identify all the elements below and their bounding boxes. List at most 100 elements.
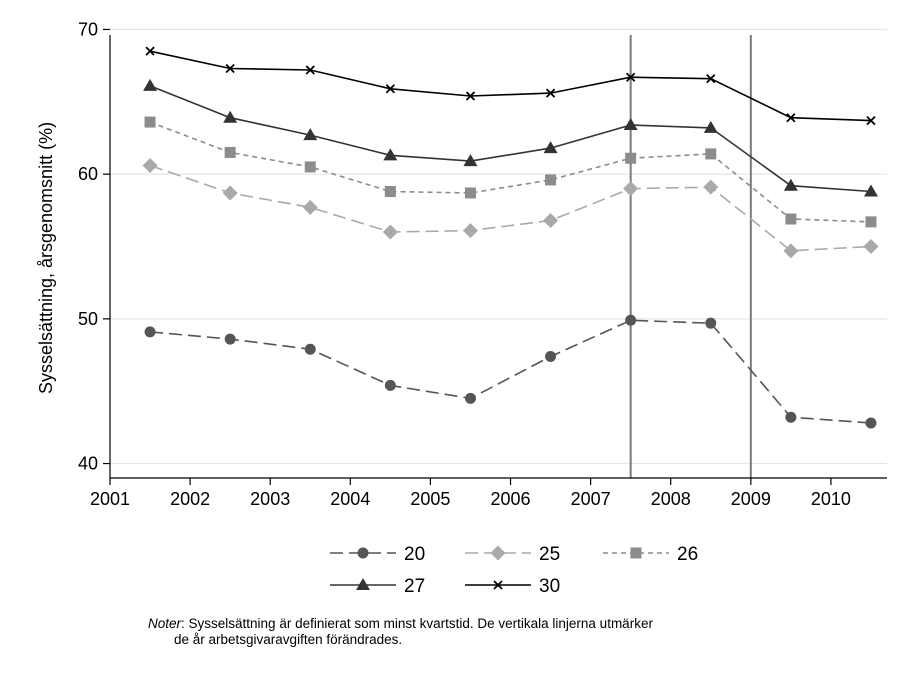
point-25-2008.5 xyxy=(703,179,719,195)
point-20-2006.5 xyxy=(545,350,557,362)
y-tick-label-50: 50 xyxy=(78,309,98,329)
x-tick-label-2001: 2001 xyxy=(90,489,130,509)
point-26-2010.5 xyxy=(865,216,877,228)
point-30-2002.5 xyxy=(225,63,235,74)
legend-marker-25 xyxy=(490,545,506,561)
y-tick-label-70: 70 xyxy=(78,19,98,39)
point-25-2009.5 xyxy=(783,243,799,259)
point-25-2006.5 xyxy=(543,212,559,228)
point-26-2006.5 xyxy=(545,174,557,186)
point-26-2005.5 xyxy=(464,187,476,199)
series-line-26 xyxy=(149,121,872,223)
point-30-2005.5 xyxy=(465,91,476,101)
series-line-20 xyxy=(150,319,872,424)
legend-item-30: 30 xyxy=(465,576,560,597)
x-tick-label-2009: 2009 xyxy=(731,489,771,509)
series-line-27 xyxy=(149,85,872,193)
x-tick-label-2004: 2004 xyxy=(330,489,370,509)
series-25 xyxy=(142,157,879,259)
point-26-2003.5 xyxy=(304,161,316,173)
legend-marker-20 xyxy=(357,547,369,559)
point-25-2002.5 xyxy=(222,185,238,201)
point-27-2008.5 xyxy=(703,120,718,133)
point-27-2005.5 xyxy=(463,154,478,167)
y-tick-label-60: 60 xyxy=(78,164,98,184)
x-tick-label-2005: 2005 xyxy=(410,489,450,509)
x-tick-label-2002: 2002 xyxy=(170,489,210,509)
y-tick-label-40: 40 xyxy=(78,454,98,474)
legend-item-27: 27 xyxy=(330,576,425,597)
x-tick-label-2006: 2006 xyxy=(490,489,530,509)
legend-marker-30 xyxy=(493,580,503,590)
point-20-2004.5 xyxy=(384,379,396,391)
point-20-2002.5 xyxy=(224,333,236,345)
point-25-2005.5 xyxy=(462,223,478,239)
series-group xyxy=(142,46,879,429)
point-27-2001.5 xyxy=(143,78,158,91)
point-30-2009.5 xyxy=(786,113,796,123)
chart-note: Noter: Sysselsättning är definierat som … xyxy=(148,616,908,648)
note-label: Noter xyxy=(148,616,182,631)
point-20-2010.5 xyxy=(865,417,877,429)
x-tick-label-2007: 2007 xyxy=(571,489,611,509)
legend-marker-26 xyxy=(630,547,642,559)
point-30-2010.5 xyxy=(866,115,876,126)
point-25-2004.5 xyxy=(382,224,398,240)
grid-lines xyxy=(110,28,887,465)
series-26 xyxy=(144,116,877,228)
x-tick-label-2003: 2003 xyxy=(250,489,290,509)
series-30 xyxy=(145,46,876,126)
legend-label-26: 26 xyxy=(677,544,698,565)
series-27 xyxy=(143,78,878,197)
point-30-2006.5 xyxy=(545,88,556,98)
point-20-2009.5 xyxy=(785,411,797,423)
point-27-2009.5 xyxy=(783,178,798,191)
point-30-2001.5 xyxy=(145,46,155,56)
legend-item-20: 20 xyxy=(330,544,425,565)
point-25-2003.5 xyxy=(302,199,318,215)
point-27-2006.5 xyxy=(543,141,558,154)
legend-item-25: 25 xyxy=(465,544,560,565)
point-26-2007.5 xyxy=(625,152,637,164)
series-line-30 xyxy=(149,50,872,122)
point-25-2007.5 xyxy=(623,181,639,197)
point-20-2003.5 xyxy=(304,343,316,355)
chart: 40 50 60 70 2001 2002 2003 2004 2005 2006 2007 2008… xyxy=(36,19,887,597)
note-line1: : Sysselsättning är definierat som minst… xyxy=(181,616,653,631)
legend-label-25: 25 xyxy=(539,544,560,565)
point-27-2003.5 xyxy=(303,128,318,141)
point-27-2010.5 xyxy=(863,184,878,197)
series-line-25 xyxy=(149,164,872,252)
axes: 40 50 60 70 2001 2002 2003 2004 2005 2006 2007 2008… xyxy=(78,19,887,509)
point-25-2010.5 xyxy=(863,239,879,254)
legend-label-27: 27 xyxy=(404,576,425,597)
point-26-2009.5 xyxy=(785,213,797,225)
point-20-2008.5 xyxy=(705,317,717,329)
point-26-2004.5 xyxy=(384,186,396,198)
point-26-2002.5 xyxy=(224,146,236,158)
legend-marker-27 xyxy=(356,578,370,590)
point-20-2001.5 xyxy=(144,326,156,338)
point-30-2003.5 xyxy=(305,65,315,75)
x-tick-label-2010: 2010 xyxy=(811,489,851,509)
series-20 xyxy=(144,314,877,429)
legend: 20 25 26 27 30 xyxy=(330,544,698,597)
legend-item-26: 26 xyxy=(603,544,698,565)
point-26-2008.5 xyxy=(705,148,717,160)
point-27-2007.5 xyxy=(623,117,638,130)
y-axis-label: Sysselsättning, årsgenomsnitt (%) xyxy=(36,122,56,394)
point-30-2004.5 xyxy=(385,84,395,94)
vertical-lines xyxy=(629,35,752,478)
point-26-2001.5 xyxy=(144,116,156,128)
point-25-2001.5 xyxy=(142,157,158,173)
point-27-2002.5 xyxy=(223,110,238,123)
legend-label-20: 20 xyxy=(404,544,425,565)
point-27-2004.5 xyxy=(383,148,398,161)
point-30-2007.5 xyxy=(626,72,636,82)
point-30-2008.5 xyxy=(706,74,716,84)
point-20-2007.5 xyxy=(625,314,637,326)
point-20-2005.5 xyxy=(464,392,476,404)
note-line2: de år arbetsgivaravgiften förändrades. xyxy=(174,632,403,647)
legend-label-30: 30 xyxy=(539,576,560,597)
x-tick-label-2008: 2008 xyxy=(651,489,691,509)
